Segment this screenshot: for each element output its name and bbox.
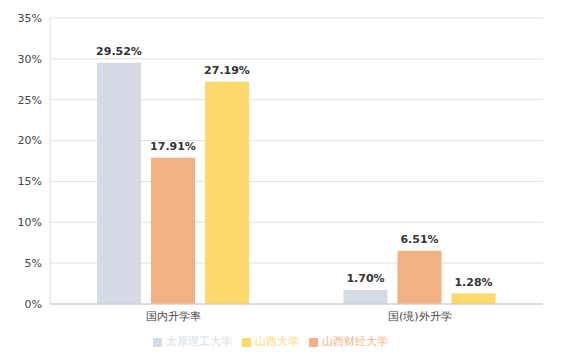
svg-text:0%: 0%	[25, 298, 42, 311]
html-text:太原理工大学: 太原理工大学	[166, 335, 232, 348]
svg-text:国(境)外升学: 国(境)外升学	[388, 310, 452, 323]
svg-text:10%: 10%	[18, 216, 42, 229]
html-text:山西大学: 山西大学	[255, 335, 299, 348]
svg-text:1.70%: 1.70%	[346, 272, 384, 285]
svg-text:35%: 35%	[18, 12, 42, 25]
svg-text:17.91%: 17.91%	[150, 140, 196, 153]
svg-text:15%: 15%	[18, 175, 42, 188]
html-text:山西财经大学: 山西财经大学	[322, 335, 388, 348]
svg-text:25%: 25%	[18, 94, 42, 107]
svg-text:国内升学率: 国内升学率	[146, 310, 201, 323]
svg-text:29.52%: 29.52%	[96, 45, 142, 58]
svg-text:20%: 20%	[18, 134, 42, 147]
svg-text:1.28%: 1.28%	[454, 276, 492, 289]
svg-text:27.19%: 27.19%	[204, 64, 250, 77]
svg-text:30%: 30%	[18, 53, 42, 66]
svg-text:5%: 5%	[25, 257, 42, 270]
svg-text:6.51%: 6.51%	[400, 233, 438, 246]
